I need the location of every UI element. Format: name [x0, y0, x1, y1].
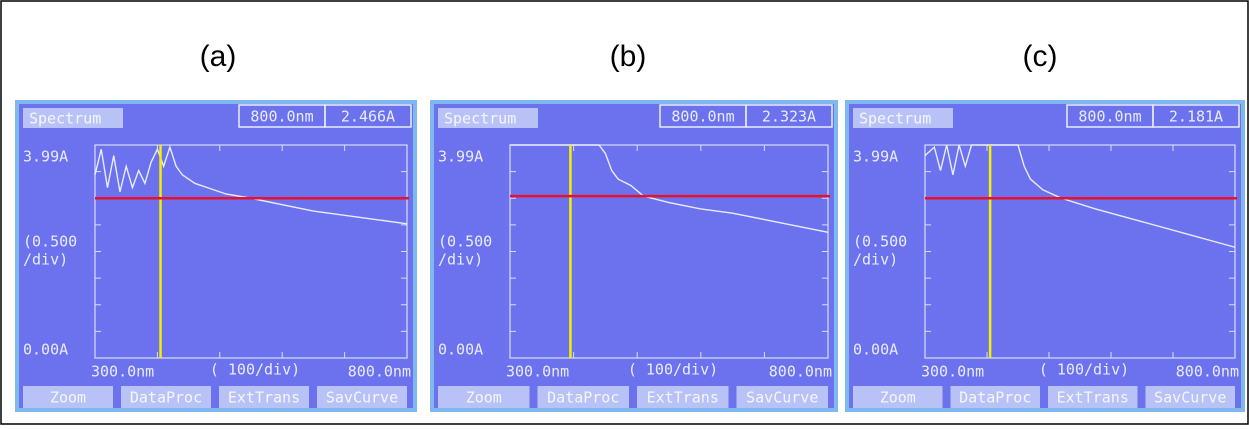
instrument-screen: Spectrum 800.0nm 2.466A 3.99A (0.500/div) 0.0… — [15, 100, 417, 412]
softkey-label: ExtTrans — [228, 389, 300, 407]
softkey-button — [121, 386, 211, 408]
panel-label: (b) — [610, 40, 647, 73]
softkey-button — [23, 386, 113, 408]
softkey-button — [438, 386, 530, 408]
x-scale-label: ( 100/div) — [628, 361, 718, 379]
screen-background — [434, 104, 834, 408]
x-scale-label: ( 100/div) — [210, 361, 300, 379]
softkey-label: ExtTrans — [647, 389, 719, 407]
spectrum-curve — [924, 144, 1236, 248]
spectrum-curve — [94, 144, 408, 225]
readout-box — [1152, 104, 1240, 128]
title-box — [438, 108, 538, 128]
wavelength-readout: 800.0nm — [1078, 108, 1141, 126]
softkey-label: SavCurve — [746, 389, 818, 407]
softkey-button — [537, 386, 629, 408]
readout-box — [324, 104, 412, 128]
title-box — [853, 108, 953, 128]
x-scale-label: ( 100/div) — [1039, 361, 1129, 379]
x-start-label: 300.0nm — [921, 363, 984, 381]
softkey-button — [950, 386, 1040, 408]
y-scale-label: (0.500 — [23, 233, 77, 251]
softkey-button — [853, 386, 943, 408]
wavelength-readout: 800.0nm — [250, 108, 313, 126]
softkey-label: Zoom — [50, 389, 86, 407]
wavelength-readout: 800.0nm — [671, 108, 734, 126]
y-scale-label: /div) — [438, 251, 483, 269]
screen-background — [849, 104, 1241, 408]
softkey-label: ExtTrans — [1057, 389, 1129, 407]
softkey-button — [219, 386, 309, 408]
panel-label: (c) — [1023, 40, 1058, 73]
y-bottom-label: 0.00A — [853, 341, 898, 359]
panel-label: (a) — [200, 40, 237, 73]
softkey-label: SavCurve — [326, 389, 398, 407]
x-end-label: 800.0nm — [348, 363, 411, 381]
absorbance-readout: 2.323A — [762, 108, 816, 126]
instrument-screen: Spectrum 800.0nm 2.323A 3.99A (0.500/div) 0.0… — [430, 100, 838, 412]
absorbance-readout: 2.181A — [1169, 108, 1223, 126]
screen-title: Spectrum — [859, 110, 931, 128]
x-end-label: 800.0nm — [769, 363, 832, 381]
softkey-button — [317, 386, 407, 408]
title-box — [23, 108, 123, 128]
y-top-label: 3.99A — [438, 148, 483, 166]
screen-title: Spectrum — [29, 110, 101, 128]
y-scale-label: (0.500 — [853, 233, 907, 251]
softkey-label: DataProc — [547, 389, 619, 407]
x-end-label: 800.0nm — [1176, 363, 1239, 381]
instrument-screen: Spectrum 800.0nm 2.181A 3.99A (0.500/div) 0.0… — [845, 100, 1245, 412]
y-top-label: 3.99A — [23, 148, 68, 166]
screen-title: Spectrum — [444, 110, 516, 128]
y-bottom-label: 0.00A — [23, 341, 68, 359]
softkey-button — [1048, 386, 1138, 408]
y-scale-label: /div) — [23, 251, 68, 269]
softkey-button — [736, 386, 828, 408]
readout-box — [745, 104, 833, 128]
y-top-label: 3.99A — [853, 148, 898, 166]
softkey-button — [637, 386, 729, 408]
softkey-label: DataProc — [959, 389, 1031, 407]
y-scale-label: (0.500 — [438, 233, 492, 251]
softkey-label: SavCurve — [1154, 389, 1226, 407]
absorbance-readout: 2.466A — [341, 108, 395, 126]
screen-background — [19, 104, 413, 408]
y-bottom-label: 0.00A — [438, 341, 483, 359]
softkey-label: Zoom — [466, 389, 502, 407]
x-start-label: 300.0nm — [506, 363, 569, 381]
softkey-label: Zoom — [880, 389, 916, 407]
softkey-button — [1145, 386, 1235, 408]
x-start-label: 300.0nm — [91, 363, 154, 381]
y-scale-label: /div) — [853, 251, 898, 269]
softkey-label: DataProc — [130, 389, 202, 407]
